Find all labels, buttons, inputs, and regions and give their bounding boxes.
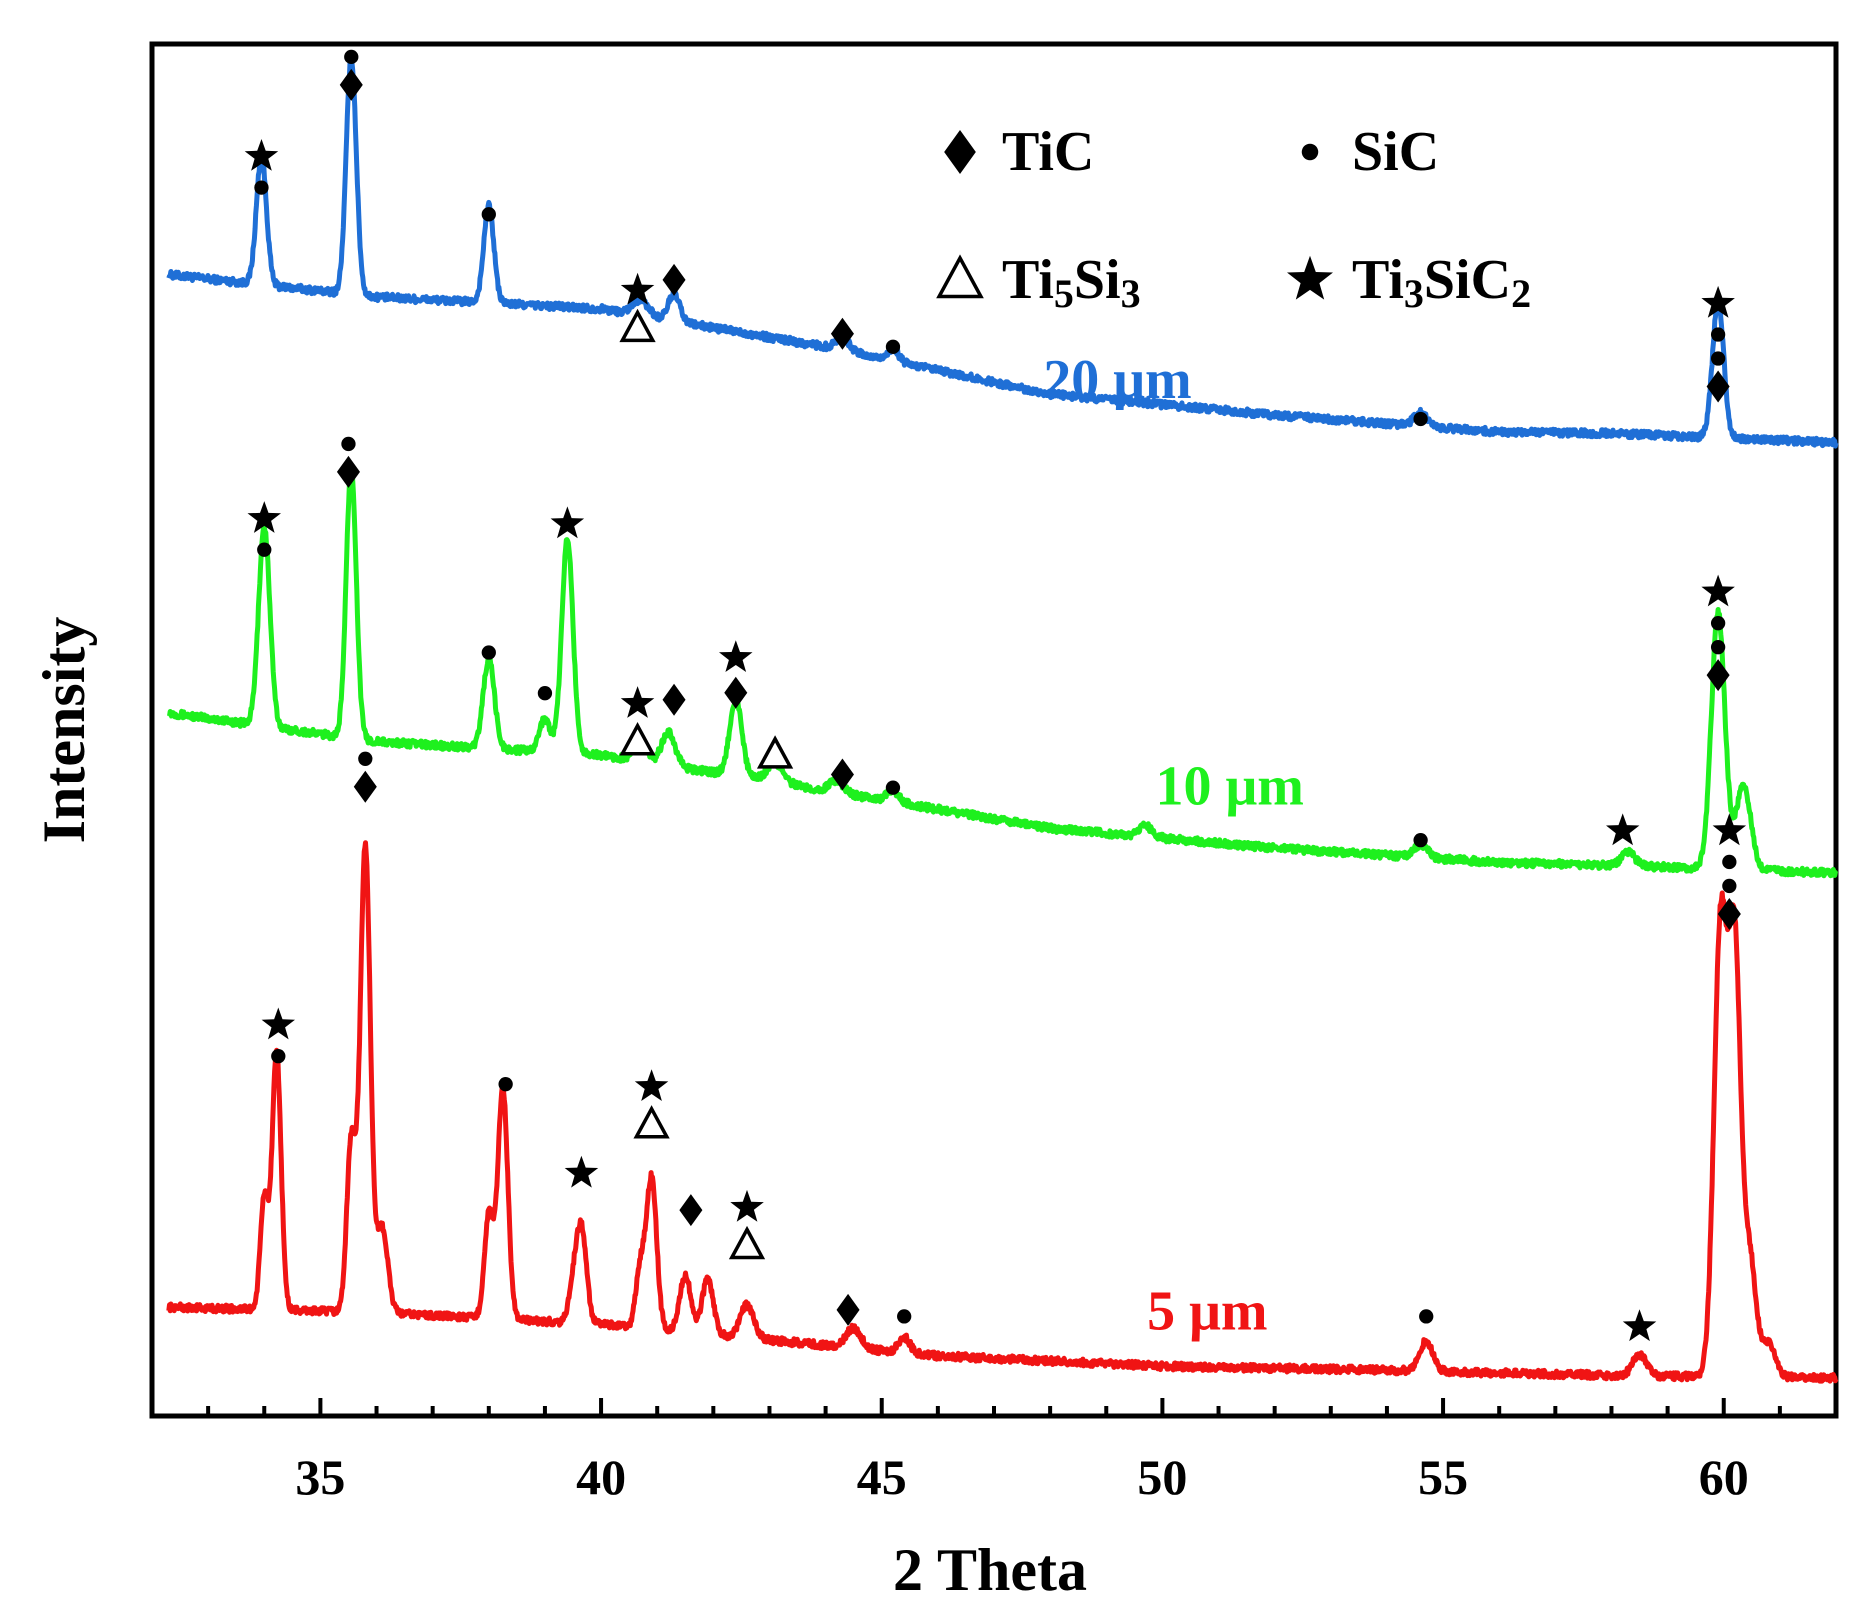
series-label: 20 μm	[1043, 349, 1191, 411]
peak-marker-circle	[1722, 854, 1737, 870]
series-label: 5 μm	[1147, 1281, 1267, 1343]
x-tick-label: 60	[1699, 1449, 1749, 1505]
series-line-5m	[166, 840, 1839, 1384]
peak-marker-triangle	[619, 308, 656, 343]
series-traces	[166, 53, 1839, 1384]
legend-star-icon	[1287, 255, 1333, 300]
legend-text-part: TiC	[1002, 121, 1094, 183]
peak-marker-star	[261, 1007, 295, 1040]
peak-marker-circle	[1722, 878, 1737, 894]
x-axis-tick-labels: 35 40 45 50 55 60	[295, 1449, 1748, 1505]
legend-label: TiC	[1002, 121, 1094, 183]
peak-marker-circle	[1413, 832, 1428, 848]
peak-marker-diamond	[1717, 897, 1741, 930]
legend-subscript: 2	[1511, 271, 1531, 316]
legend-text-part: Ti	[1352, 249, 1404, 311]
x-tick-label: 50	[1137, 1449, 1187, 1505]
peak-marker-diamond	[1706, 659, 1730, 692]
peak-marker-circle	[1710, 616, 1726, 631]
legend-label: SiC	[1352, 121, 1439, 183]
peak-marker-circle	[1710, 327, 1726, 342]
peak-marker-star	[1606, 813, 1640, 846]
peak-marker-diamond	[830, 758, 854, 791]
x-tick-label: 55	[1418, 1449, 1468, 1505]
peak-marker-circle	[1413, 411, 1428, 427]
peak-marker-circle	[341, 436, 356, 452]
peak-marker-circle	[1710, 351, 1726, 366]
legend-label: Ti5Si3	[1002, 249, 1141, 316]
legend-subscript: 3	[1121, 271, 1141, 316]
peak-marker-diamond	[662, 263, 686, 296]
series-line-10m	[167, 466, 1839, 879]
series-label: 10 μm	[1156, 756, 1304, 818]
peak-marker-star	[1712, 813, 1747, 846]
peak-marker-star	[247, 501, 281, 533]
x-tick-label: 40	[576, 1449, 626, 1505]
legend-text-part: Ti	[1002, 249, 1054, 311]
peak-marker-star	[620, 686, 655, 718]
peak-marker-triangle	[633, 1105, 670, 1139]
peak-marker-diamond	[662, 683, 686, 716]
peak-marker-circle	[885, 780, 901, 795]
peak-marker-circle	[271, 1048, 286, 1064]
series-line-20m	[166, 53, 1839, 449]
y-axis-title: Intensity	[31, 617, 97, 844]
peak-annotations	[244, 49, 1747, 1342]
peak-marker-diamond	[339, 68, 363, 101]
peak-marker-star	[1701, 285, 1735, 318]
legend-label: Ti3SiC2	[1352, 249, 1531, 316]
peak-marker-star	[634, 1069, 669, 1101]
peak-marker-star	[1701, 574, 1735, 607]
peak-marker-triangle	[619, 722, 656, 756]
peak-marker-circle	[897, 1309, 912, 1324]
peak-marker-diamond	[830, 317, 854, 350]
legend-triangle-icon	[936, 254, 984, 299]
legend-diamond-icon	[944, 130, 976, 174]
legend-circle-icon	[1301, 143, 1319, 161]
peak-marker-diamond	[679, 1194, 703, 1227]
peak-marker-circle	[358, 751, 373, 766]
peak-marker-circle	[537, 686, 553, 701]
peak-marker-circle	[1419, 1309, 1434, 1324]
peak-marker-circle	[498, 1077, 513, 1092]
peak-marker-diamond	[336, 455, 360, 488]
x-axis-title: 2 Theta	[893, 1537, 1087, 1603]
peak-marker-star	[550, 506, 585, 539]
x-tick-label: 45	[857, 1449, 907, 1505]
legend-subscript: 3	[1404, 271, 1424, 316]
series-labels: 20 μm 10 μm 5 μm	[1043, 349, 1304, 1343]
peak-marker-circle	[254, 180, 269, 195]
peak-marker-circle	[481, 207, 496, 222]
legend-subscript: 5	[1054, 271, 1074, 316]
peak-marker-circle	[1710, 640, 1726, 655]
peak-marker-star	[719, 640, 753, 672]
peak-marker-star	[620, 272, 655, 305]
peak-marker-star	[1622, 1309, 1657, 1342]
x-axis-ticks	[206, 1398, 1782, 1416]
peak-marker-star	[244, 139, 279, 171]
peak-marker-diamond	[724, 676, 748, 709]
legend-text-part: Si	[1074, 249, 1121, 311]
peak-marker-diamond	[836, 1293, 860, 1326]
peak-marker-diamond	[1706, 370, 1730, 403]
peak-marker-triangle	[756, 735, 794, 769]
legend-text-part: SiC	[1352, 121, 1439, 183]
x-tick-label: 35	[295, 1449, 345, 1505]
peak-marker-circle	[257, 542, 272, 557]
peak-marker-circle	[885, 339, 901, 354]
peak-marker-diamond	[353, 770, 377, 803]
peak-marker-circle	[344, 49, 359, 65]
peak-marker-triangle	[728, 1225, 766, 1260]
peak-marker-star	[730, 1189, 764, 1222]
peak-marker-star	[564, 1155, 599, 1188]
legend-text-part: SiC	[1424, 249, 1511, 311]
peak-marker-circle	[481, 645, 496, 660]
